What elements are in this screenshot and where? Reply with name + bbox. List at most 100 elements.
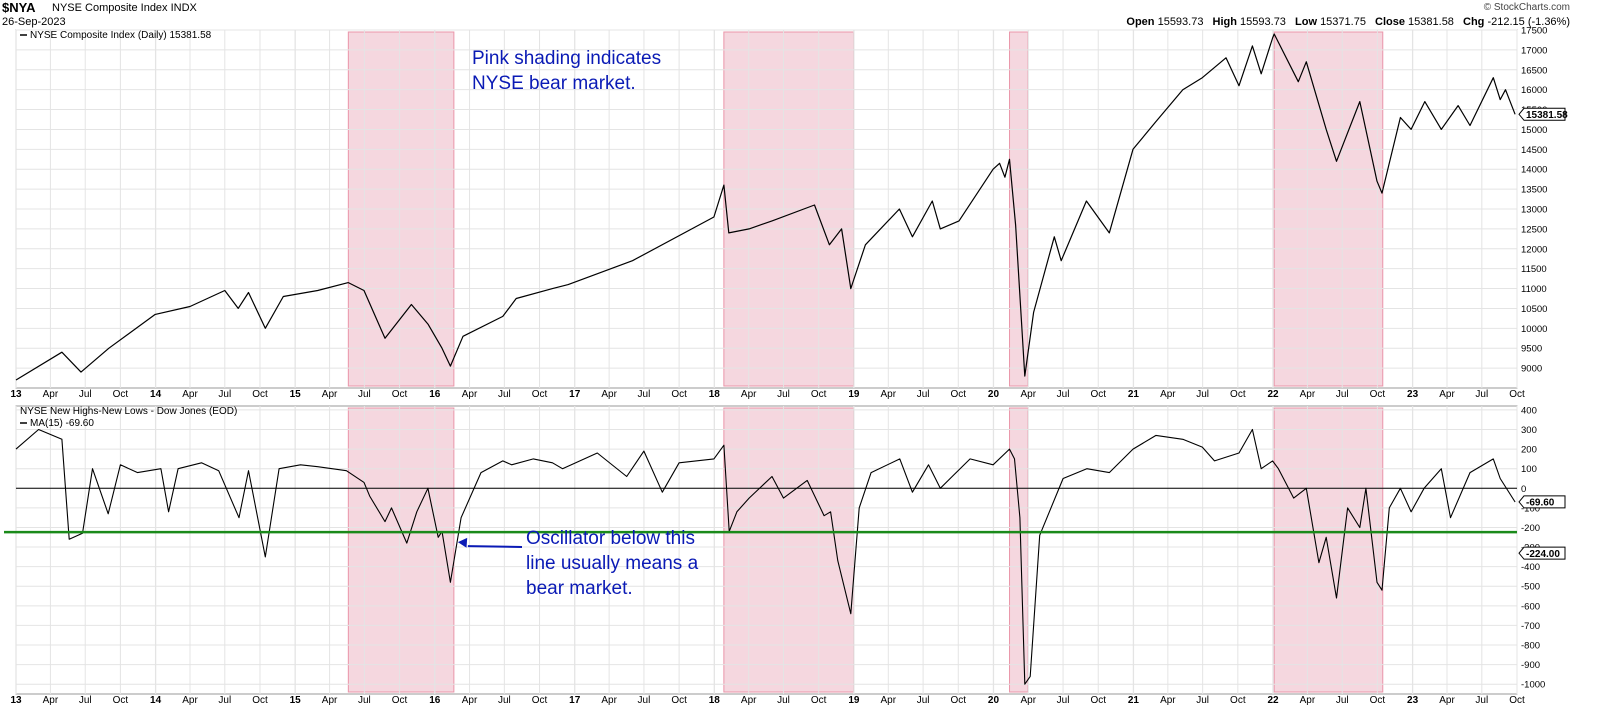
oscillator-series-line	[15, 428, 1516, 685]
x-tick-upper-1: Apr	[43, 389, 59, 400]
x-tick-lower-29: Apr	[1020, 695, 1036, 706]
x-tick-upper-22: Jul	[777, 389, 790, 400]
x-tick-lower-37: Apr	[1300, 695, 1316, 706]
threshold-tag: -224.00	[1526, 549, 1560, 560]
x-tick-upper-27: Oct	[951, 389, 967, 400]
x-tick-upper-35: Oct	[1230, 389, 1246, 400]
y-tick-lower-3: 100	[1521, 464, 1537, 475]
y-tick-upper-1: 9500	[1521, 344, 1542, 355]
x-tick-upper-14: Jul	[498, 389, 511, 400]
x-tick-lower-39: Oct	[1370, 695, 1386, 706]
annotation-bottom-line-3: bear market.	[526, 578, 633, 599]
annotation-bottom-line-2: line usually means a	[526, 553, 699, 574]
x-tick-upper-21: Apr	[741, 389, 757, 400]
threshold-tag-box	[1518, 546, 1566, 560]
legend-ma: MA(15) -69.60	[30, 418, 94, 429]
x-tick-lower-33: Apr	[1160, 695, 1176, 706]
y-tick-upper-14: 16000	[1521, 85, 1547, 96]
x-tick-lower-9: Apr	[322, 695, 338, 706]
x-tick-lower-2: Jul	[79, 695, 92, 706]
y-tick-upper-5: 11500	[1521, 264, 1547, 275]
symbol-label: $NYA	[2, 0, 36, 15]
x-tick-lower-43: Oct	[1509, 695, 1525, 706]
x-tick-upper-36: 22	[1267, 389, 1279, 400]
x-tick-lower-16: 17	[569, 695, 581, 706]
x-tick-upper-2: Jul	[79, 389, 92, 400]
y-tick-lower-14: -1000	[1521, 680, 1545, 691]
x-tick-lower-21: Apr	[741, 695, 757, 706]
x-tick-lower-26: Jul	[917, 695, 930, 706]
x-tick-lower-38: Jul	[1336, 695, 1349, 706]
y-tick-upper-3: 10500	[1521, 304, 1547, 315]
annotation-bottom-line-1: Oscillator below this	[526, 528, 695, 549]
y-tick-upper-15: 16500	[1521, 65, 1547, 76]
x-tick-upper-40: 23	[1407, 389, 1419, 400]
brand-watermark: © StockCharts.com	[1483, 2, 1570, 13]
open-label: Open	[1126, 16, 1155, 28]
close-value: 15381.58	[1408, 16, 1454, 28]
x-tick-lower-31: Oct	[1090, 695, 1106, 706]
annotation-top-line-2: NYSE bear market.	[472, 73, 636, 94]
y-tick-lower-6: -200	[1521, 523, 1540, 534]
last-oscillator-tag: -69.60	[1526, 498, 1555, 509]
x-tick-upper-0: 13	[10, 389, 22, 400]
x-tick-lower-35: Oct	[1230, 695, 1246, 706]
x-tick-upper-13: Apr	[462, 389, 478, 400]
chg-value: -212.15 (-1.36%)	[1487, 16, 1570, 28]
legend-oscillator: NYSE New Highs-New Lows - Dow Jones (EOD…	[20, 406, 237, 417]
y-tick-lower-2: 200	[1521, 445, 1537, 456]
annotation-arrow-head	[457, 537, 468, 548]
x-tick-upper-26: Jul	[917, 389, 930, 400]
y-tick-upper-12: 15000	[1521, 125, 1547, 136]
y-tick-lower-1: 300	[1521, 425, 1537, 436]
legend-price: NYSE Composite Index (Daily) 15381.58	[30, 30, 212, 41]
x-tick-upper-29: Apr	[1020, 389, 1036, 400]
y-tick-upper-7: 12500	[1521, 224, 1547, 235]
last-price-tag: 15381.58	[1526, 110, 1568, 121]
y-tick-upper-16: 17000	[1521, 45, 1547, 56]
bear-shade-3-lower	[1009, 407, 1029, 693]
x-tick-lower-18: Jul	[638, 695, 651, 706]
last-price-tag-box	[1518, 107, 1566, 121]
chart-date: 26-Sep-2023	[2, 16, 66, 28]
high-value: 15593.73	[1240, 16, 1286, 28]
x-tick-upper-3: Oct	[113, 389, 129, 400]
y-tick-lower-12: -800	[1521, 641, 1540, 652]
x-tick-upper-43: Oct	[1509, 389, 1525, 400]
x-tick-upper-42: Jul	[1475, 389, 1488, 400]
x-tick-lower-7: Oct	[252, 695, 268, 706]
x-tick-lower-15: Oct	[532, 695, 548, 706]
x-tick-lower-5: Apr	[182, 695, 198, 706]
x-tick-lower-24: 19	[848, 695, 860, 706]
y-tick-upper-11: 14500	[1521, 145, 1547, 156]
y-tick-lower-9: -500	[1521, 582, 1540, 593]
x-tick-upper-38: Jul	[1336, 389, 1349, 400]
y-tick-upper-0: 9000	[1521, 364, 1542, 375]
y-tick-lower-0: 400	[1521, 405, 1537, 416]
annotation-arrow-shaft	[467, 545, 523, 548]
last-oscillator-tag-box	[1518, 495, 1566, 509]
x-tick-upper-16: 17	[569, 389, 581, 400]
x-tick-upper-9: Apr	[322, 389, 338, 400]
x-tick-upper-31: Oct	[1090, 389, 1106, 400]
x-tick-lower-30: Jul	[1057, 695, 1070, 706]
x-tick-upper-24: 19	[848, 389, 860, 400]
x-tick-upper-12: 16	[429, 389, 441, 400]
x-tick-lower-41: Apr	[1439, 695, 1455, 706]
y-tick-lower-8: -400	[1521, 562, 1540, 573]
x-tick-lower-22: Jul	[777, 695, 790, 706]
y-tick-upper-17: 17500	[1521, 26, 1547, 37]
y-tick-upper-4: 11000	[1521, 284, 1547, 295]
y-tick-lower-11: -700	[1521, 621, 1540, 632]
y-tick-lower-10: -600	[1521, 601, 1540, 612]
x-tick-upper-25: Apr	[881, 389, 897, 400]
x-tick-upper-4: 14	[150, 389, 162, 400]
x-tick-lower-17: Apr	[601, 695, 617, 706]
x-tick-upper-15: Oct	[532, 389, 548, 400]
x-tick-lower-36: 22	[1267, 695, 1279, 706]
ohlc-readout: Open 15593.73 High 15593.73 Low 15371.75…	[1126, 16, 1570, 28]
annotation-top-line-1: Pink shading indicates	[472, 48, 661, 69]
x-tick-upper-20: 18	[709, 389, 721, 400]
x-tick-lower-19: Oct	[671, 695, 687, 706]
